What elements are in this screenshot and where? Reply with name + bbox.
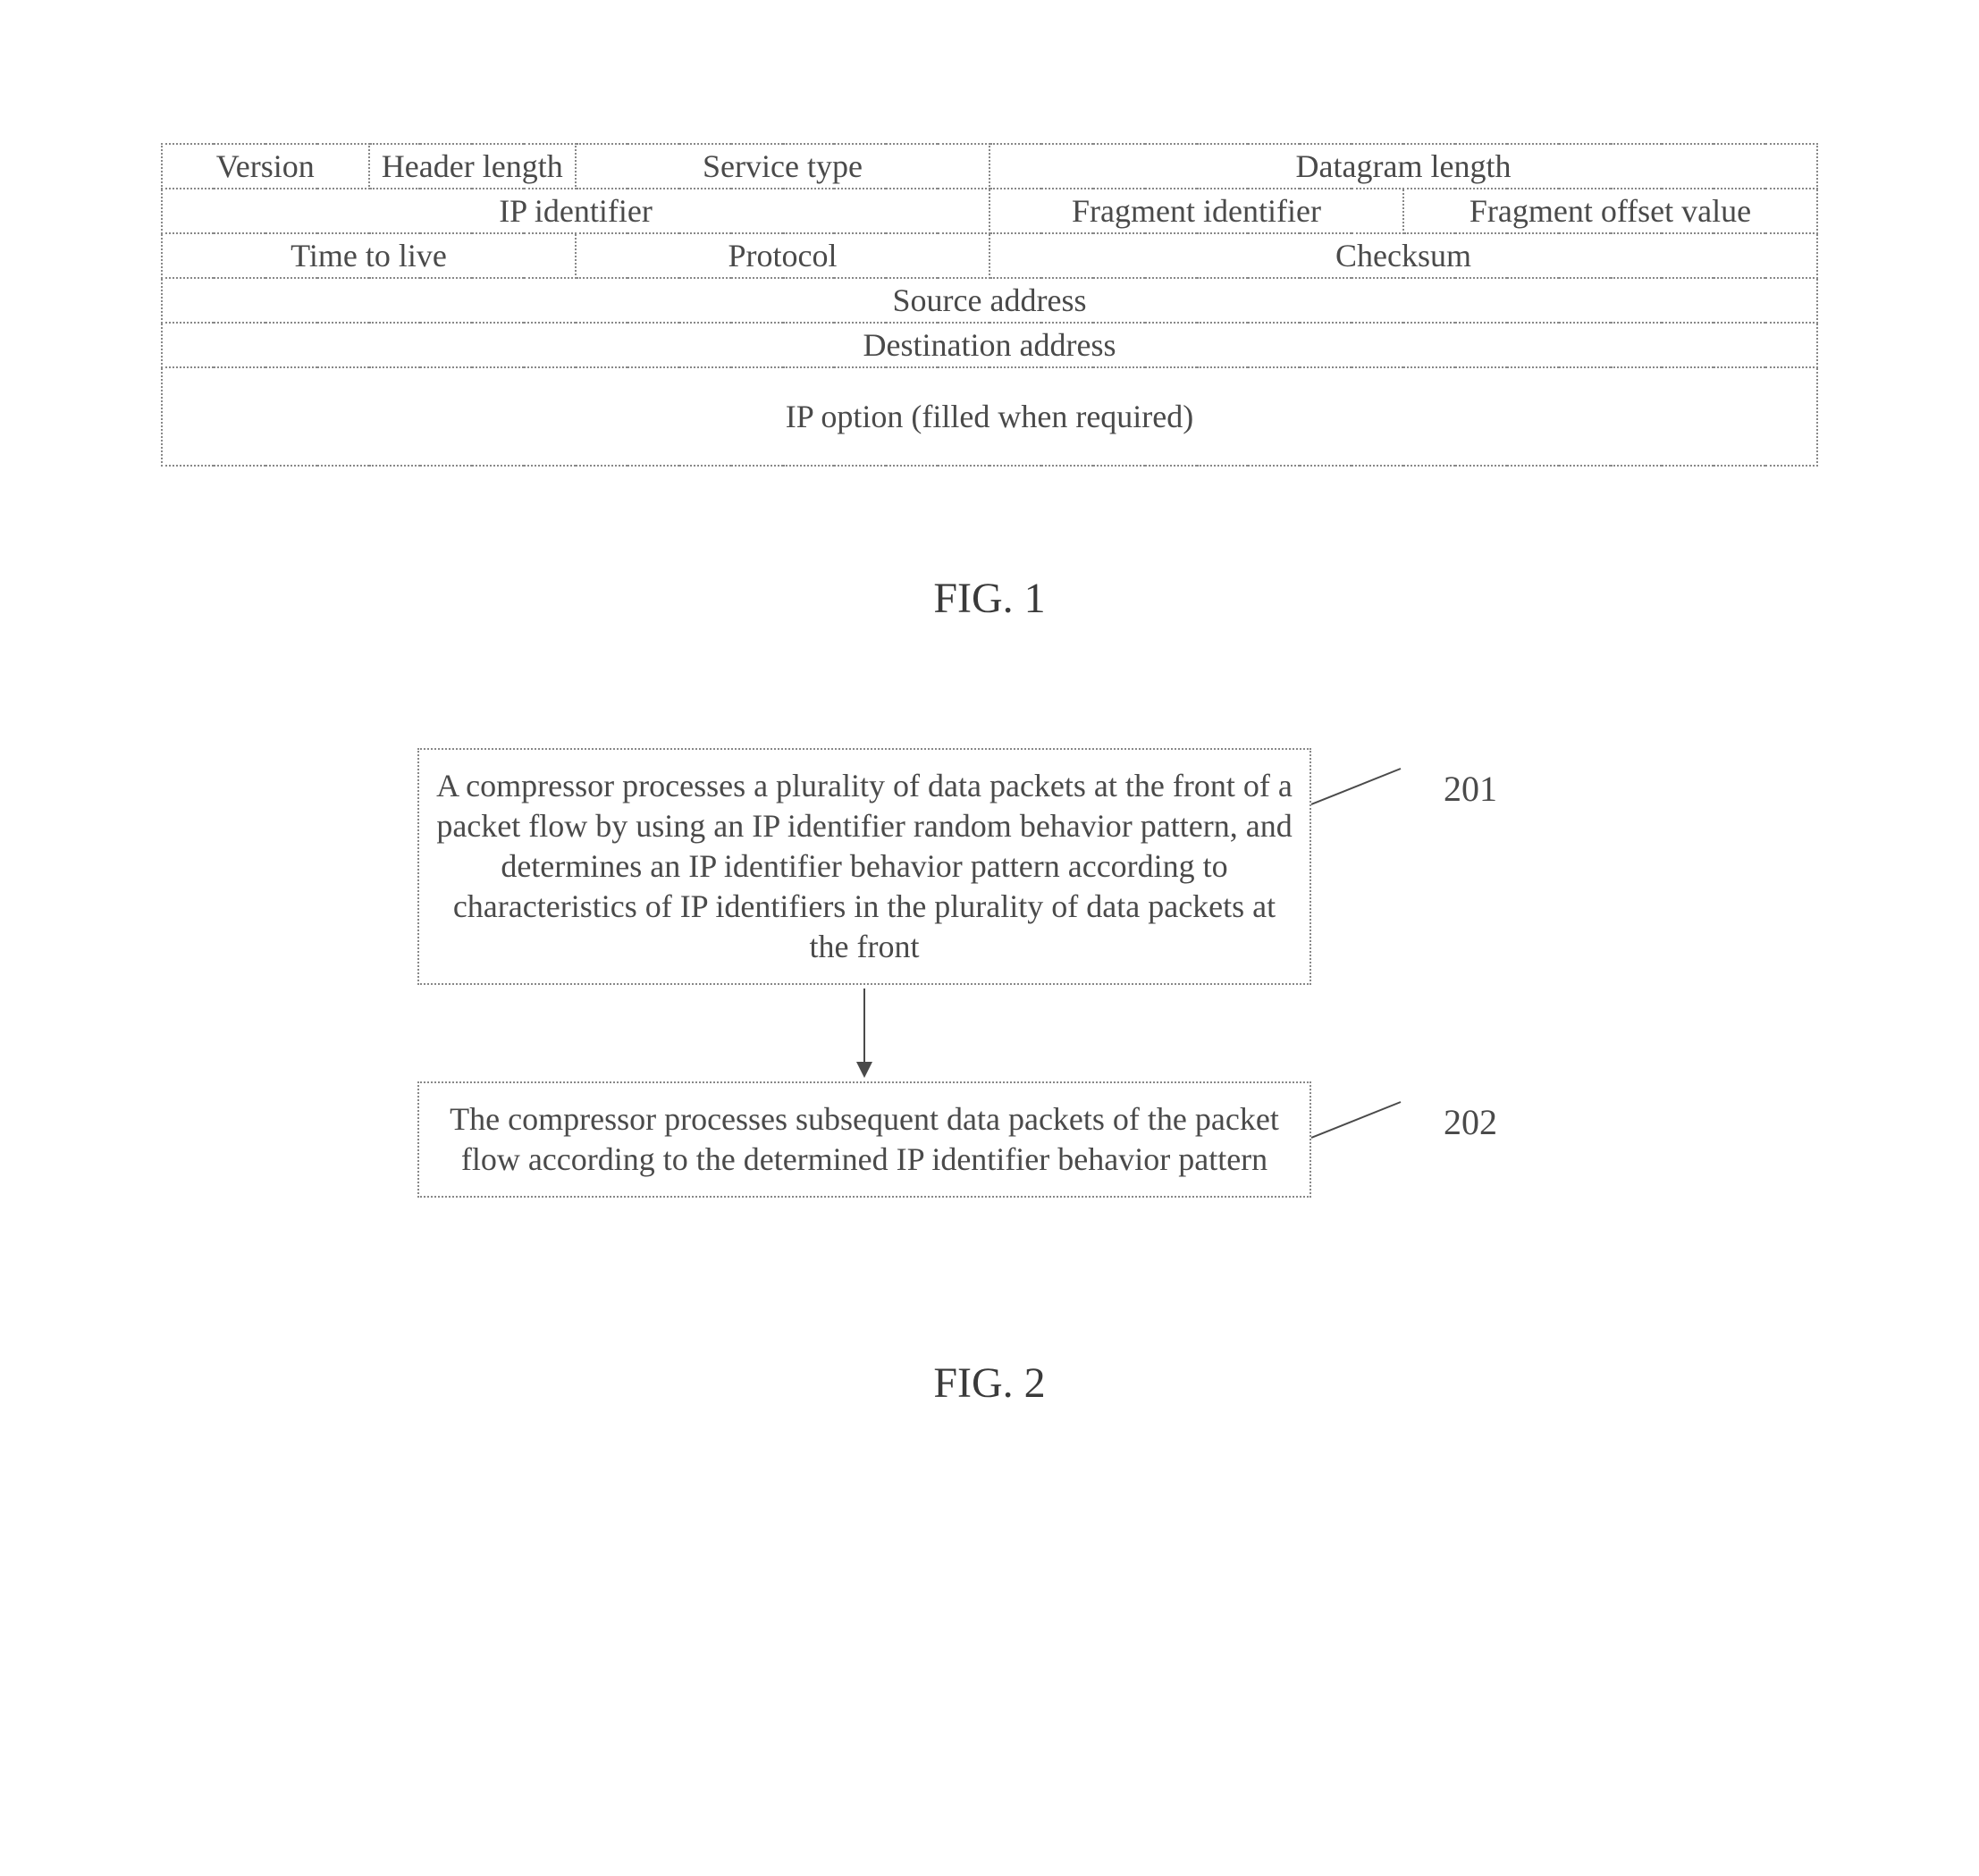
table-row: Destination address — [162, 323, 1817, 367]
cell-version: Version — [162, 144, 369, 189]
leader-line-icon — [1311, 764, 1436, 809]
cell-header-length: Header length — [369, 144, 577, 189]
arrow-down-icon — [851, 988, 878, 1078]
flow-leader: 201 — [1311, 748, 1562, 810]
flow-box-201: A compressor processes a plurality of da… — [417, 748, 1311, 985]
table-row: IP identifier Fragment identifier Fragme… — [162, 189, 1817, 233]
cell-fragment-identifier: Fragment identifier — [990, 189, 1403, 233]
cell-service-type: Service type — [576, 144, 990, 189]
flow-step-number: 201 — [1436, 764, 1497, 810]
cell-ip-identifier: IP identifier — [162, 189, 990, 233]
cell-protocol: Protocol — [576, 233, 990, 278]
table-row: IP option (filled when required) — [162, 367, 1817, 466]
cell-checksum: Checksum — [990, 233, 1817, 278]
table-row: Source address — [162, 278, 1817, 323]
flowchart: A compressor processes a plurality of da… — [161, 748, 1818, 1198]
flow-step: The compressor processes subsequent data… — [161, 1081, 1818, 1198]
cell-fragment-offset: Fragment offset value — [1403, 189, 1817, 233]
flow-step: A compressor processes a plurality of da… — [161, 748, 1818, 985]
figure-label: FIG. 2 — [161, 1359, 1818, 1408]
table-row: Time to live Protocol Checksum — [162, 233, 1817, 278]
cell-ttl: Time to live — [162, 233, 576, 278]
flow-box-202: The compressor processes subsequent data… — [417, 1081, 1311, 1198]
cell-ip-option: IP option (filled when required) — [162, 367, 1817, 466]
ip-header-table: Version Header length Service type Datag… — [161, 143, 1818, 467]
cell-destination-address: Destination address — [162, 323, 1817, 367]
flow-step-number: 202 — [1436, 1098, 1497, 1143]
figure-label: FIG. 1 — [161, 574, 1818, 623]
flow-leader: 202 — [1311, 1081, 1562, 1143]
cell-source-address: Source address — [162, 278, 1817, 323]
leader-line-icon — [1311, 1098, 1436, 1142]
cell-datagram-length: Datagram length — [990, 144, 1817, 189]
table-row: Version Header length Service type Datag… — [162, 144, 1817, 189]
